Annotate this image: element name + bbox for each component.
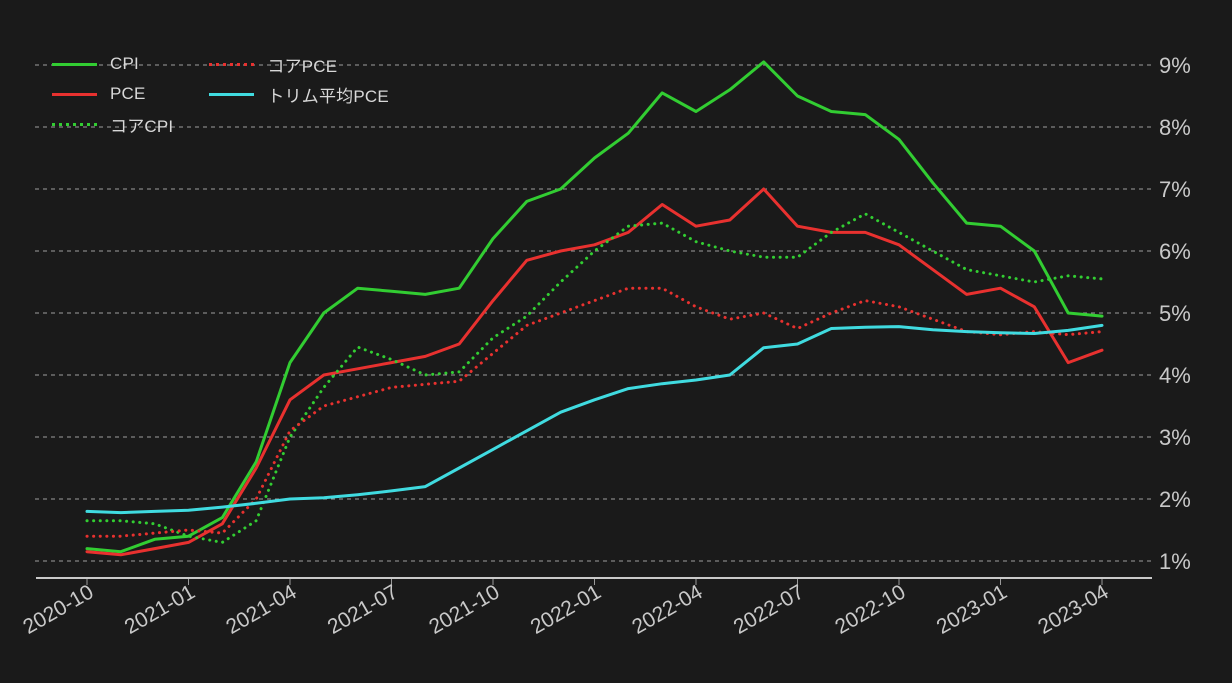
y-tick-label: 7% [1159, 177, 1191, 202]
y-tick-label: 9% [1159, 53, 1191, 78]
x-tick-label: 2023-04 [1034, 580, 1113, 639]
legend-label-pce: PCE [110, 84, 146, 103]
y-tick-label: 3% [1159, 425, 1191, 450]
x-tick-label: 2021-01 [121, 580, 199, 638]
x-tick-label: 2023-01 [933, 580, 1011, 638]
legend-item-trimmed-mean-pce[interactable]: トリム平均PCE [209, 79, 389, 109]
legend-label-core-pce: コアPCE [267, 56, 338, 76]
x-tick-label: 2021-07 [324, 580, 402, 638]
x-tick-label: 2022-01 [527, 580, 605, 638]
series-line-pce [85, 187, 1104, 557]
x-tick-label: 2021-04 [222, 580, 301, 639]
legend-column-2: コアPCE トリム平均PCE [209, 49, 389, 139]
x-tick-label: 2021-10 [425, 580, 503, 638]
legend-item-core-cpi[interactable]: コアCPI [52, 109, 173, 139]
series-line-cpi [85, 60, 1104, 554]
series-line-core-pce [85, 286, 1104, 538]
x-tick-label: 2022-07 [730, 580, 808, 638]
series-line-core-cpi [85, 212, 1104, 544]
y-tick-label: 4% [1159, 363, 1191, 388]
legend-label-cpi: CPI [110, 54, 139, 73]
legend: CPI PCE コアCPI コアPCE トリム平均PCE [52, 49, 389, 139]
y-tick-label: 8% [1159, 115, 1191, 140]
legend-item-cpi[interactable]: CPI [52, 49, 173, 79]
legend-label-core-cpi: コアCPI [110, 116, 174, 136]
series-line-trimmed-mean-pce [85, 323, 1104, 515]
x-tick-label: 2020-10 [19, 580, 97, 638]
legend-line-sample-pce [52, 92, 97, 96]
x-tick-label: 2022-10 [831, 580, 909, 638]
y-tick-label: 1% [1159, 549, 1191, 574]
legend-label-trimmed-mean-pce: トリム平均PCE [267, 86, 389, 106]
legend-item-core-pce[interactable]: コアPCE [209, 49, 389, 79]
legend-line-sample-cpi [52, 62, 97, 66]
x-tick-label: 2022-04 [628, 580, 707, 639]
legend-line-sample-core-pce [209, 62, 255, 66]
y-tick-label: 6% [1159, 239, 1191, 264]
legend-line-sample-core-cpi [52, 122, 97, 126]
y-tick-label: 2% [1159, 487, 1191, 512]
legend-item-pce[interactable]: PCE [52, 79, 173, 109]
legend-line-sample-trimmed-mean-pce [209, 92, 255, 96]
y-tick-label: 5% [1159, 301, 1191, 326]
legend-column-1: CPI PCE コアCPI [52, 49, 173, 139]
